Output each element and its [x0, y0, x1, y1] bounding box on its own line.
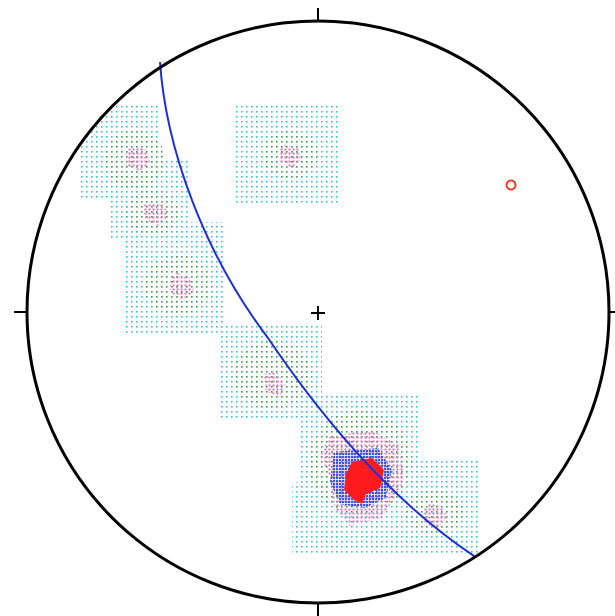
pole-marker — [505, 179, 517, 191]
density-contours — [78, 104, 480, 556]
great-circle-arc — [159, 61, 475, 557]
center-mark — [311, 306, 325, 320]
contour-cluster — [264, 372, 286, 396]
contour-cluster — [279, 145, 302, 168]
contour-cluster — [170, 272, 194, 300]
contour-level-5 — [344, 458, 384, 504]
contour-cluster — [344, 458, 384, 504]
contour-cluster — [142, 202, 168, 226]
contour-cluster — [126, 146, 150, 171]
